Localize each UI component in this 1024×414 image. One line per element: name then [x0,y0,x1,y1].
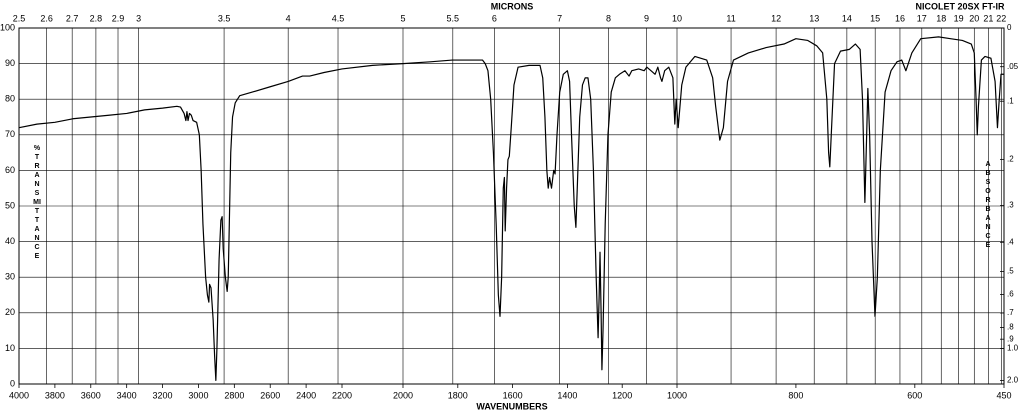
y-tick-label: 20 [5,307,15,317]
top-tick-label: 2.5 [13,13,26,23]
x-tick-label: 1600 [503,390,523,400]
y2-axis-title: ABSORBANCE [985,161,991,249]
top-tick-label: 22 [996,13,1006,23]
top-tick-label: 3 [136,13,141,23]
top-tick-label: 20 [969,13,979,23]
top-tick-label: 2.7 [66,13,79,23]
top-tick-label: 4.5 [332,13,345,23]
instrument-label: NICOLET 20SX FT-IR [915,1,1005,11]
top-tick-label: 10 [672,13,682,23]
y2-tick-label: 2.0 [1007,376,1019,385]
x-tick-label: 2600 [260,390,280,400]
y2-tick-label: .7 [1007,308,1014,317]
top-tick-label: 3.5 [218,13,231,23]
y2-tick-label: .8 [1007,323,1014,332]
x-tick-label: 3600 [81,390,101,400]
y-tick-label: 80 [5,94,15,104]
spectrum-line [18,36,1004,382]
top-axis-title: MICRONS [491,1,534,11]
y2-tick-label: .1 [1007,96,1014,105]
x-tick-label: 3000 [188,390,208,400]
top-tick-label: 4 [286,13,291,23]
top-tick-label: 19 [954,13,964,23]
y-tick-label: 40 [5,236,15,246]
top-tick-label: 16 [895,13,905,23]
y-tick-label: 100 [0,22,15,32]
y2-tick-label: .9 [1007,334,1014,343]
x-tick-label: 3400 [117,390,137,400]
top-tick-label: 18 [936,13,946,23]
top-tick-label: 5.5 [447,13,460,23]
y-tick-label: 60 [5,165,15,175]
y-tick-label: 30 [5,272,15,282]
y2-tick-label: 0 [1007,23,1012,32]
top-tick-label: 14 [842,13,852,23]
top-tick-label: 2.6 [40,13,53,23]
y-tick-label: 70 [5,129,15,139]
x-tick-label: 1200 [612,390,632,400]
y-tick-label: 50 [5,200,15,210]
x-tick-label: 2400 [296,390,316,400]
top-tick-label: 2.8 [90,13,103,23]
y2-tick-label: .4 [1007,237,1014,246]
x-tick-label: 1800 [448,390,468,400]
y2-tick-label: .3 [1007,201,1014,210]
x-tick-label: 1400 [557,390,577,400]
x-tick-label: 1000 [667,390,687,400]
y2-tick-label: .05 [1007,62,1019,71]
y-axis-title: %TRANSMITTANCE [33,145,41,260]
x-tick-label: 450 [996,390,1011,400]
top-tick-label: 13 [809,13,819,23]
top-tick-label: 9 [644,13,649,23]
y2-tick-label: 1.0 [1007,344,1019,353]
top-tick-label: 17 [917,13,927,23]
x-tick-label: 3200 [153,390,173,400]
top-tick-label: 2.9 [112,13,125,23]
top-tick-label: 7 [557,13,562,23]
y-tick-label: 0 [10,378,15,388]
x-tick-label: 2200 [332,390,352,400]
x-axis-title: WAVENUMBERS [476,401,547,411]
x-tick-label: 2000 [393,390,413,400]
y2-tick-label: .2 [1007,154,1014,163]
y2-tick-label: .5 [1007,267,1014,276]
x-tick-label: 800 [788,390,803,400]
x-tick-label: 3800 [45,390,65,400]
y-tick-label: 90 [5,58,15,68]
x-tick-label: 4000 [9,390,29,400]
x-tick-label: 600 [907,390,922,400]
y2-tick-label: .6 [1007,290,1014,299]
top-tick-label: 6 [492,13,497,23]
y-tick-label: 10 [5,343,15,353]
top-tick-label: 5 [400,13,405,23]
top-tick-label: 12 [771,13,781,23]
top-tick-label: 8 [606,13,611,23]
top-tick-label: 21 [983,13,993,23]
x-tick-label: 2800 [224,390,244,400]
top-tick-label: 15 [870,13,880,23]
top-tick-label: 11 [726,13,735,23]
